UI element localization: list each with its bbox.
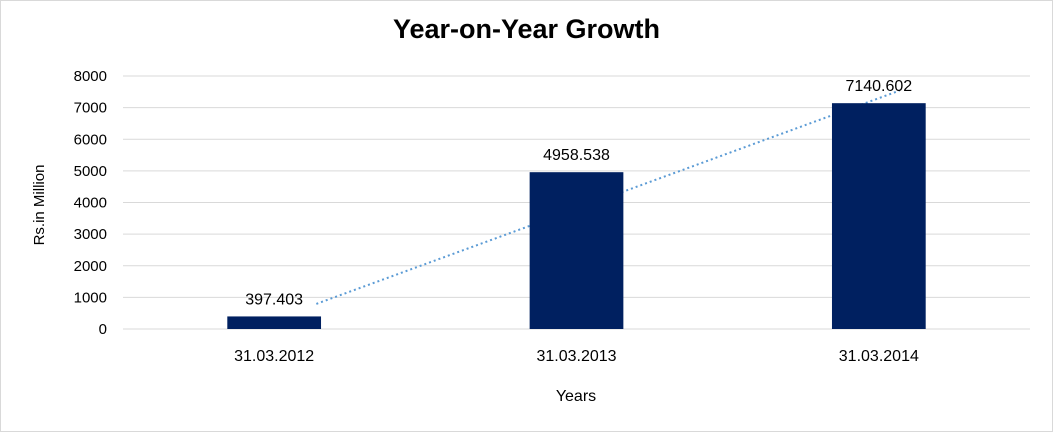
- x-axis-label: Years: [556, 388, 596, 405]
- bar: [529, 172, 624, 329]
- x-tick-label: 31.03.2014: [839, 348, 919, 365]
- chart-title: Year-on-Year Growth: [392, 14, 661, 44]
- y-tick-label: 0: [99, 321, 107, 338]
- x-tick-label: 31.03.2013: [536, 348, 616, 365]
- y-tick-label: 1000: [74, 289, 107, 306]
- data-label: 397.403: [245, 291, 303, 308]
- x-tick-labels: 31.03.2012 31.03.2013 31.03.2014: [234, 348, 919, 365]
- x-tick-label: 31.03.2012: [234, 348, 314, 365]
- data-labels: 397.403 4958.538 7140.602: [245, 78, 912, 308]
- bar: [227, 316, 322, 329]
- y-tick-label: 3000: [74, 226, 107, 243]
- y-tick-label: 7000: [74, 100, 107, 117]
- data-label: 4958.538: [543, 147, 610, 164]
- y-tick-label: 4000: [74, 195, 107, 212]
- y-tick-label: 2000: [74, 258, 107, 275]
- data-label: 7140.602: [845, 78, 912, 95]
- y-tick-label: 6000: [74, 131, 107, 148]
- y-tick-labels: 0 1000 2000 3000 4000 5000 6000 7000 8000: [74, 68, 107, 338]
- bar: [831, 103, 926, 329]
- y-axis-label: Rs.in Million: [31, 165, 48, 246]
- y-tick-label: 5000: [74, 163, 107, 180]
- bars: [227, 103, 926, 329]
- y-tick-label: 8000: [74, 68, 107, 85]
